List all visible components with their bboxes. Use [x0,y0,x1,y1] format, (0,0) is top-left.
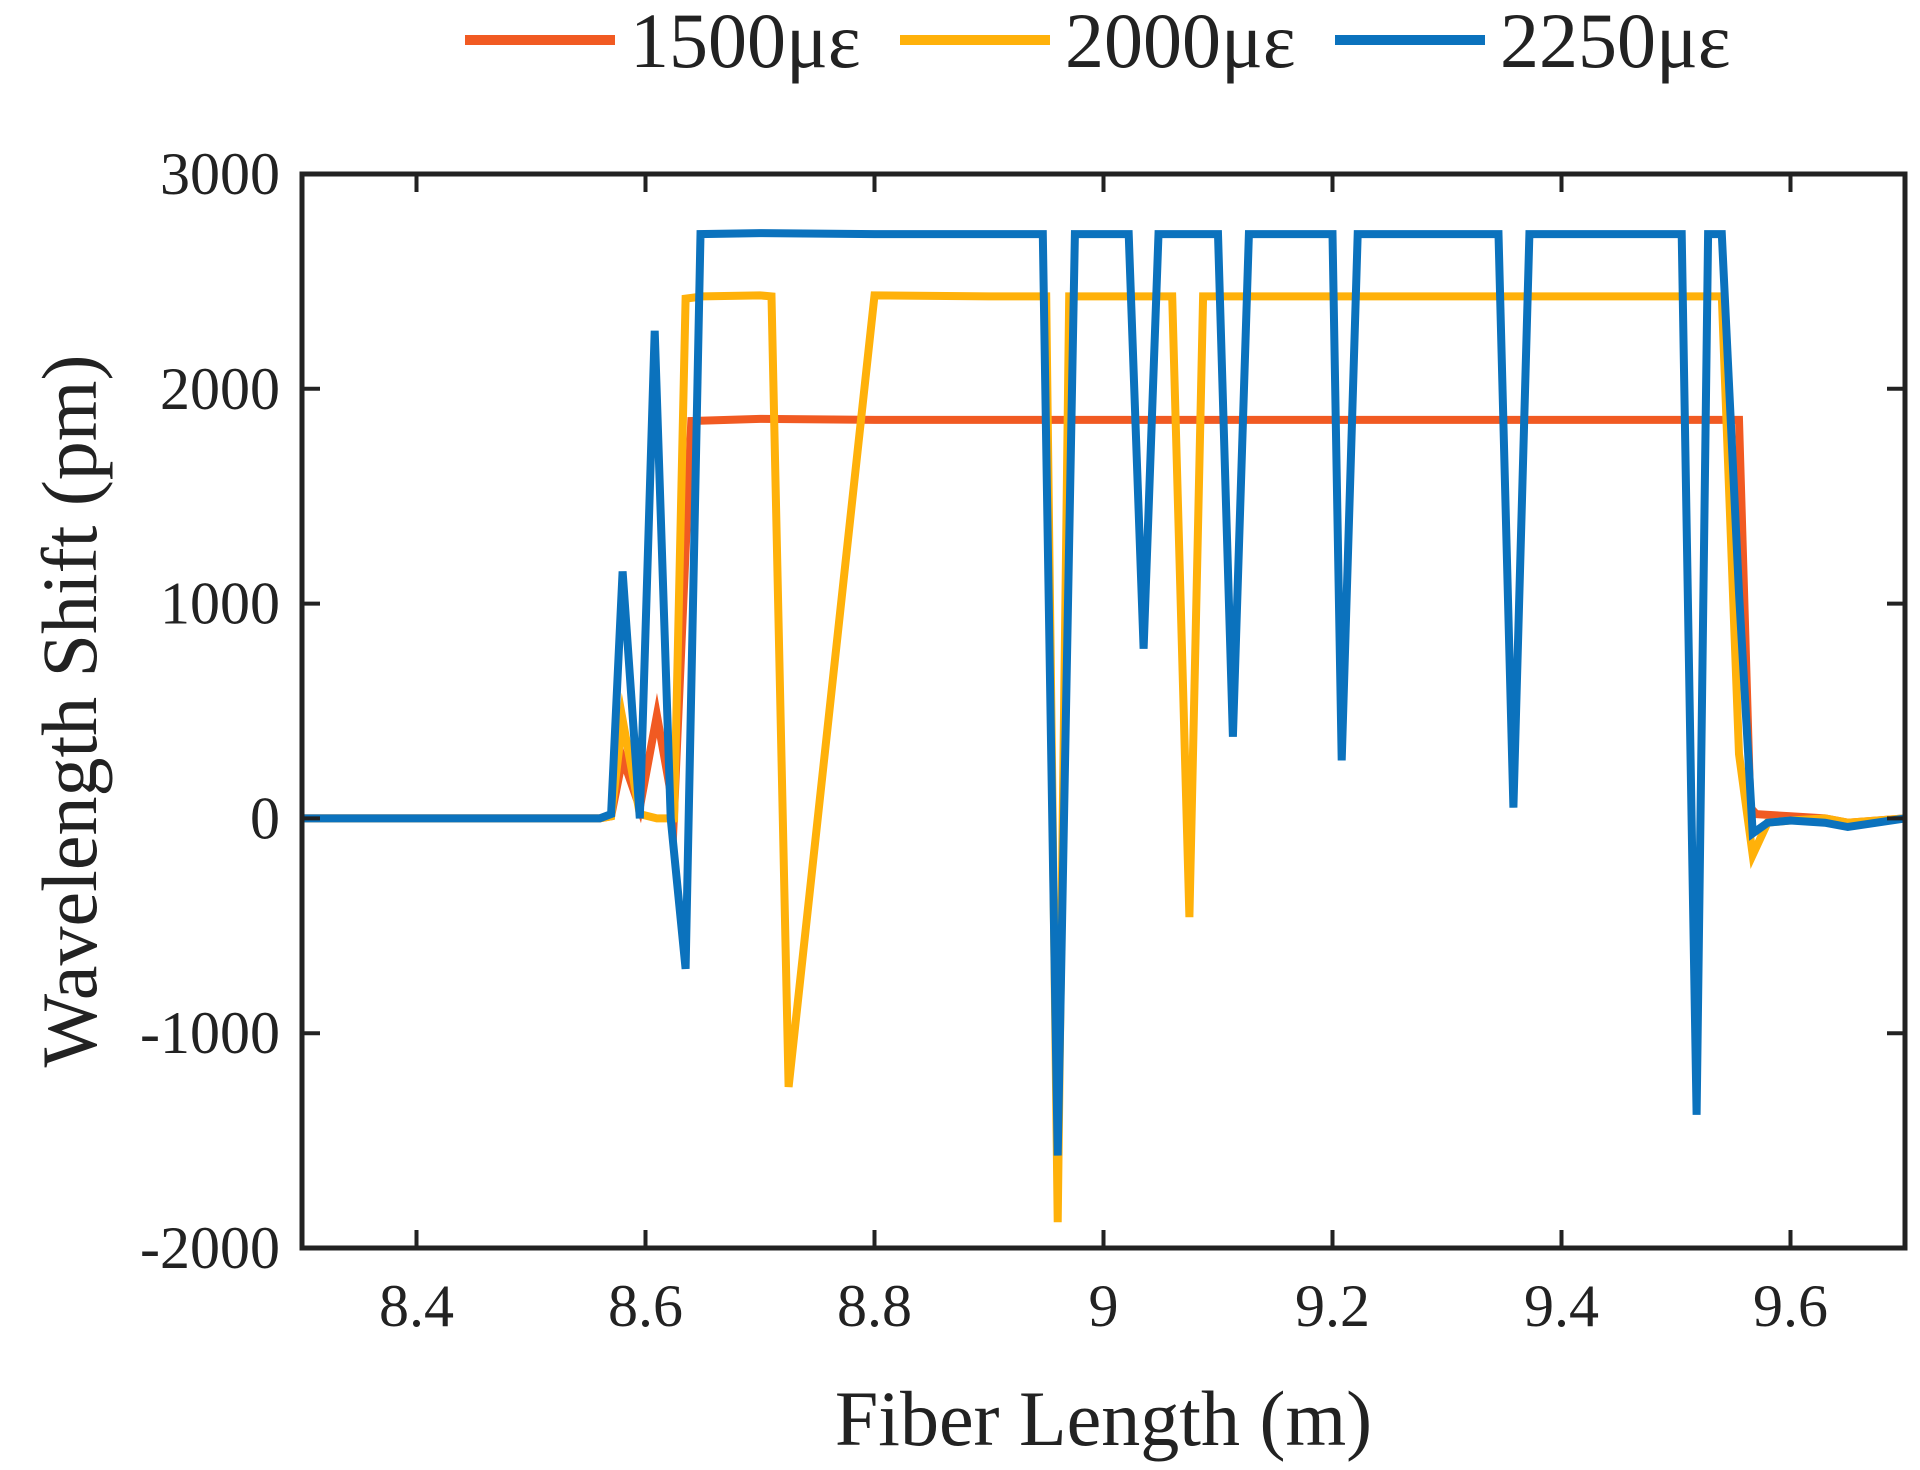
x-tick-label: 8.6 [608,1273,683,1339]
series-line-0 [302,414,1905,849]
legend-label-1: 2000με [1065,0,1296,84]
y-tick-label: -1000 [140,1000,280,1066]
legend: 1500με 2000με 2250με [465,0,1731,84]
x-tick-label: 9.2 [1295,1273,1370,1339]
y-tick-label: 1000 [160,571,280,637]
legend-label-0: 1500με [630,0,861,84]
y-axis-title: Wavelength Shift (pm) [26,355,113,1068]
legend-label-2: 2250με [1500,0,1731,84]
y-tick-label: 0 [250,785,280,851]
x-tick-label: 9.6 [1753,1273,1828,1339]
x-tick-label: 9 [1089,1273,1119,1339]
y-tick-label: 2000 [160,356,280,422]
x-axis-title: Fiber Length (m) [835,1375,1372,1462]
series-line-1 [302,291,1905,1223]
plot-frame [299,171,1908,1251]
series-line-2 [302,229,1905,1156]
x-tick-label: 8.4 [379,1273,454,1339]
axis-ticks: 8.4 8.6 8.8 9 9.2 9.4 9.6 -2000 -1000 0 1000 2000 30… [140,141,1905,1339]
series-layer [302,229,1905,1223]
y-tick-label: 3000 [160,141,280,207]
x-tick-label: 8.8 [837,1273,912,1339]
y-tick-label: -2000 [140,1215,280,1281]
x-tick-label: 9.4 [1524,1273,1599,1339]
